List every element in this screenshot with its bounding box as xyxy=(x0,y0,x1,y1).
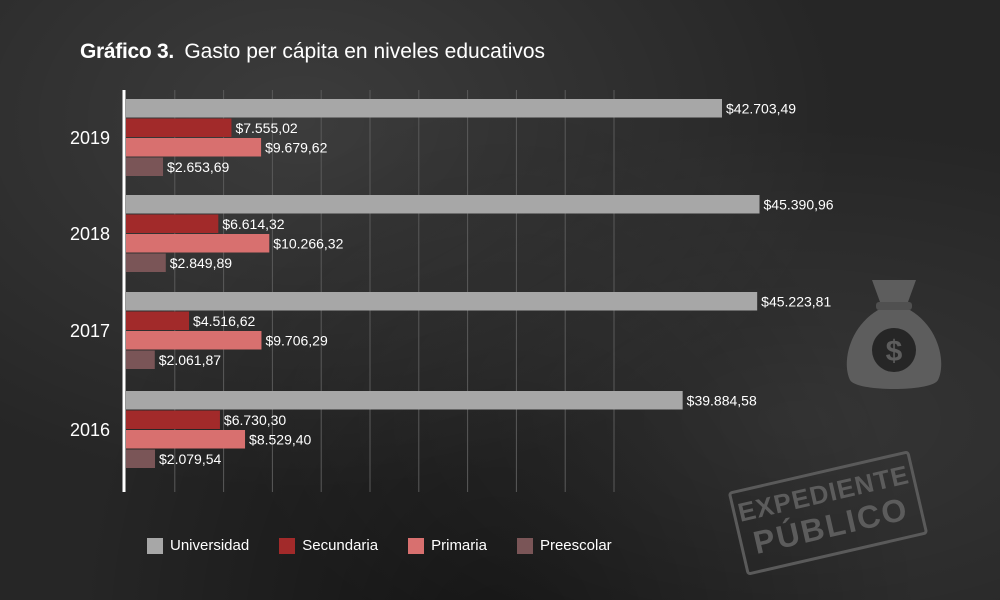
category-group-2016: $39.884,58 $6.730,30 $8.529,40 $2.079,54 201… xyxy=(70,391,757,468)
data-label-secundaria-2016: $6.730,30 xyxy=(224,412,286,428)
bar-primaria-2017 xyxy=(126,331,262,350)
dollar-sign: $ xyxy=(886,335,903,368)
tick-label-2016: 2016 xyxy=(70,420,110,440)
data-label-preescolar-2017: $2.061,87 xyxy=(159,352,221,368)
money-bag-icon: $ xyxy=(846,280,942,389)
bar-universidad-2019 xyxy=(126,99,722,118)
bar-preescolar-2018 xyxy=(126,253,166,272)
data-label-primaria-2017: $9.706,29 xyxy=(265,333,327,349)
legend-swatch-primaria xyxy=(408,537,425,554)
legend-label-preescolar: Preescolar xyxy=(539,537,612,554)
category-group-2018: $45.390,96 $6.614,32 $10.266,32 $2.849,89 20… xyxy=(70,195,834,272)
chart-title: Gráfico 3. Gasto per cápita en niveles e… xyxy=(80,40,545,64)
data-label-primaria-2019: $9.679,62 xyxy=(265,140,327,156)
grid-lines xyxy=(174,90,615,492)
chart-legend: Universidad Secundaria Primaria Preescol… xyxy=(147,537,642,554)
bar-secundaria-2017 xyxy=(126,311,190,330)
data-label-preescolar-2019: $2.653,69 xyxy=(167,159,229,175)
legend-label-secundaria: Secundaria xyxy=(302,537,379,554)
bar-secundaria-2019 xyxy=(126,118,232,137)
data-label-preescolar-2016: $2.079,54 xyxy=(159,451,221,467)
data-label-primaria-2016: $8.529,40 xyxy=(249,432,311,448)
legend-item-primaria: Primaria xyxy=(408,537,487,554)
data-label-universidad-2018: $45.390,96 xyxy=(764,197,834,213)
chart-title-prefix: Gráfico 3. xyxy=(80,40,174,63)
data-label-universidad-2019: $42.703,49 xyxy=(726,101,796,117)
bar-universidad-2017 xyxy=(126,292,758,311)
legend-swatch-secundaria xyxy=(279,537,296,554)
data-label-universidad-2017: $45.223,81 xyxy=(761,294,831,310)
bar-primaria-2019 xyxy=(126,138,262,157)
legend-label-primaria: Primaria xyxy=(431,537,487,554)
bar-secundaria-2018 xyxy=(126,214,219,233)
bar-universidad-2018 xyxy=(126,195,760,214)
data-label-universidad-2016: $39.884,58 xyxy=(687,393,757,409)
data-label-secundaria-2018: $6.614,32 xyxy=(222,216,284,232)
tick-label-2018: 2018 xyxy=(70,224,110,244)
bar-universidad-2016 xyxy=(126,391,683,410)
bar-primaria-2016 xyxy=(126,430,246,449)
data-label-secundaria-2019: $7.555,02 xyxy=(235,120,297,136)
legend-item-preescolar: Preescolar xyxy=(516,537,612,554)
category-group-2019: $42.703,49 $7.555,02 $9.679,62 $2.653,69 201… xyxy=(70,99,796,176)
bar-preescolar-2016 xyxy=(126,449,156,468)
bar-primaria-2018 xyxy=(126,234,270,253)
category-group-2017: $45.223,81 $4.516,62 $9.706,29 $2.061,87 201… xyxy=(70,292,831,369)
data-label-preescolar-2018: $2.849,89 xyxy=(170,255,232,271)
tick-label-2019: 2019 xyxy=(70,128,110,148)
chart-title-text: Gasto per cápita en niveles educativos xyxy=(184,40,546,63)
bar-preescolar-2017 xyxy=(126,350,155,369)
data-label-secundaria-2017: $4.516,62 xyxy=(193,313,255,329)
bar-secundaria-2016 xyxy=(126,410,220,429)
legend-swatch-preescolar xyxy=(516,537,533,554)
legend-item-universidad: Universidad xyxy=(147,537,249,554)
legend-label-universidad: Universidad xyxy=(170,537,250,554)
tick-label-2017: 2017 xyxy=(70,321,110,341)
bar-preescolar-2019 xyxy=(126,157,164,176)
data-label-primaria-2018: $10.266,32 xyxy=(273,236,343,252)
legend-swatch-universidad xyxy=(147,537,163,554)
legend-item-secundaria: Secundaria xyxy=(279,537,378,554)
